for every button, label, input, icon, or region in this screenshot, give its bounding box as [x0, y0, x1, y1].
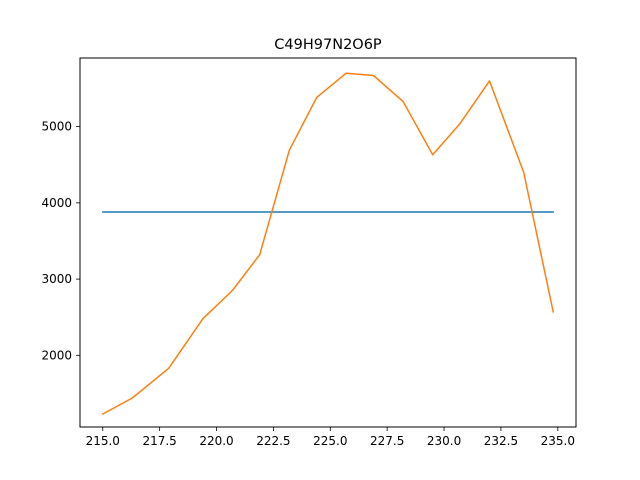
x-tick-label: 235.0: [541, 434, 575, 448]
series-line-2: [101, 72, 555, 416]
x-tick-label: 232.5: [484, 434, 518, 448]
x-tick-label: 215.0: [86, 434, 120, 448]
x-tick-label: 225.0: [313, 434, 347, 448]
y-tick-label: 4000: [41, 196, 72, 210]
y-tick-label: 3000: [41, 272, 72, 286]
y-tick-label: 2000: [41, 348, 72, 362]
plot-frame: [79, 57, 577, 428]
x-tick-label: 222.5: [256, 434, 290, 448]
series-layer: [101, 72, 555, 416]
x-tick-label: 220.0: [199, 434, 233, 448]
x-axis: 215.0 217.5 220.0 222.5 225.0 227.5 230.0 232.5…: [86, 427, 575, 448]
y-tick-label: 5000: [41, 120, 72, 134]
plot-background: [80, 58, 576, 427]
x-tick-label: 230.0: [427, 434, 461, 448]
y-axis: 2000 3000 4000 5000: [41, 120, 80, 362]
x-tick-label: 227.5: [370, 434, 404, 448]
x-tick-label: 217.5: [142, 434, 176, 448]
chart-title: C49H97N2O6P: [274, 37, 382, 53]
